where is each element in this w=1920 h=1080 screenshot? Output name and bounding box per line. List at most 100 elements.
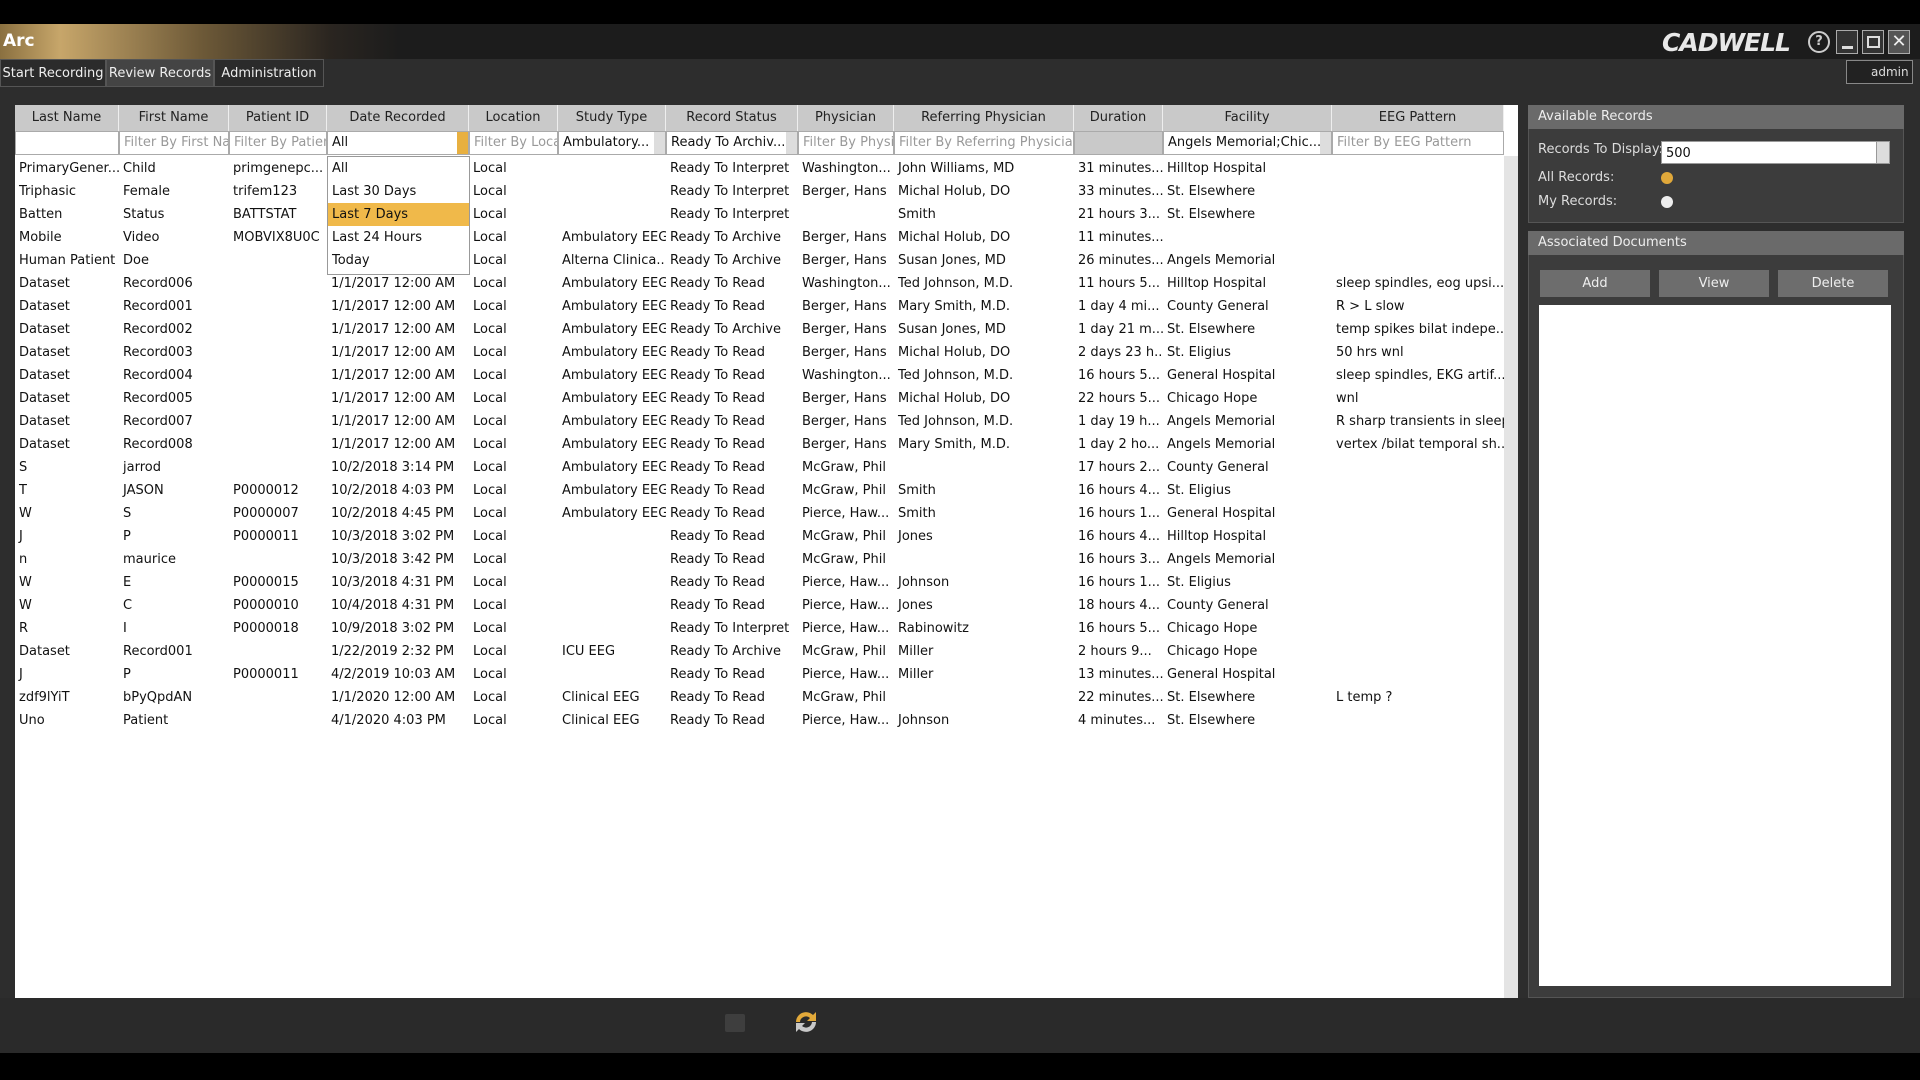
- records-to-display-input[interactable]: 500: [1661, 141, 1887, 164]
- scrollbar[interactable]: [1504, 156, 1518, 998]
- table-cell: Local: [473, 391, 507, 406]
- table-cell: McGraw, Phil: [802, 552, 886, 567]
- table-cell: Ready To Read: [670, 713, 765, 728]
- dropdown-option[interactable]: Last 30 Days: [332, 184, 417, 199]
- table-cell: 18 hours 4...: [1078, 598, 1161, 613]
- table-cell: Local: [473, 667, 507, 682]
- filter-dropdown-arrow[interactable]: [457, 132, 468, 154]
- table-cell: 2 hours 9...: [1078, 644, 1152, 659]
- column-header[interactable]: Referring Physician: [894, 105, 1074, 131]
- filter-dropdown-arrow[interactable]: [786, 132, 797, 154]
- dropdown-option[interactable]: Last 24 Hours: [332, 230, 422, 245]
- column-header[interactable]: Last Name: [15, 105, 119, 131]
- column-header[interactable]: Date Recorded: [327, 105, 469, 131]
- table-cell: General Hospital: [1167, 667, 1276, 682]
- table-cell: Local: [473, 345, 507, 360]
- user-button[interactable]: admin: [1846, 60, 1913, 84]
- table-cell: 22 minutes...: [1078, 690, 1163, 705]
- table-cell: Local: [473, 621, 507, 636]
- table-cell: Dataset: [19, 437, 70, 452]
- document-button[interactable]: Add: [1540, 270, 1650, 297]
- table-cell: zdf9lYiT: [19, 690, 70, 705]
- table-cell: Ready To Interpret: [670, 161, 790, 176]
- table-cell: Susan Jones, MD: [898, 322, 1006, 337]
- tab[interactable]: Review Records: [106, 59, 214, 87]
- column-header[interactable]: EEG Pattern: [1332, 105, 1504, 131]
- minimize-button[interactable]: [1836, 30, 1858, 54]
- table-cell: W: [19, 506, 32, 521]
- dropdown-option[interactable]: Today: [332, 253, 370, 268]
- table-cell: 4/2/2019 10:03 AM: [331, 667, 456, 682]
- table-cell: P0000011: [233, 529, 299, 544]
- dropdown-option[interactable]: Last 7 Days: [328, 203, 469, 226]
- table-cell: Ted Johnson, M.D.: [898, 414, 1014, 429]
- filter-dropdown-arrow[interactable]: [1320, 132, 1331, 154]
- table-cell: Record001: [123, 644, 193, 659]
- import-icon[interactable]: [720, 1008, 750, 1038]
- table-cell: Local: [473, 483, 507, 498]
- table-cell: St. Eligius: [1167, 575, 1231, 590]
- table-cell: Ready To Read: [670, 552, 765, 567]
- column-header[interactable]: Record Status: [666, 105, 798, 131]
- table-cell: 1/1/2017 12:00 AM: [331, 437, 456, 452]
- table-cell: Ready To Interpret: [670, 621, 790, 636]
- column-filter[interactable]: All: [327, 131, 469, 155]
- column-filter[interactable]: Filter By Loca: [469, 131, 558, 155]
- table-cell: Dataset: [19, 345, 70, 360]
- column-header[interactable]: Patient ID: [229, 105, 327, 131]
- table-cell: 10/9/2018 3:02 PM: [331, 621, 455, 636]
- column-filter[interactable]: Filter By First Na: [119, 131, 229, 155]
- display-dropdown-arrow[interactable]: [1876, 141, 1890, 164]
- table-cell: C: [123, 598, 133, 613]
- column-header[interactable]: Facility: [1163, 105, 1332, 131]
- table-cell: P0000007: [233, 506, 299, 521]
- column-filter[interactable]: Ambulatory...: [558, 131, 666, 155]
- maximize-icon: [1867, 36, 1880, 48]
- column-filter[interactable]: Filter By EEG Pattern: [1332, 131, 1504, 155]
- column-filter[interactable]: [1074, 131, 1163, 155]
- table-cell: 10/2/2018 3:14 PM: [331, 460, 455, 475]
- my-records-radio[interactable]: [1661, 196, 1673, 208]
- filter-dropdown-arrow[interactable]: [654, 132, 665, 154]
- top-strip: [0, 0, 1920, 24]
- table-cell: J: [19, 529, 23, 544]
- column-header[interactable]: Physician: [798, 105, 894, 131]
- column-header[interactable]: Duration: [1074, 105, 1163, 131]
- table-cell: Record006: [123, 276, 193, 291]
- column-header[interactable]: Study Type: [558, 105, 666, 131]
- document-button[interactable]: Delete: [1778, 270, 1888, 297]
- table-cell: St. Elsewhere: [1167, 690, 1256, 705]
- bottom-strip: [0, 1053, 1920, 1080]
- column-filter[interactable]: Filter By Patien: [229, 131, 327, 155]
- dropdown-option[interactable]: All: [332, 161, 349, 176]
- table-cell: Local: [473, 598, 507, 613]
- refresh-icon[interactable]: [790, 1006, 822, 1038]
- table-cell: Batten: [19, 207, 63, 222]
- table-cell: Record005: [123, 391, 193, 406]
- column-header[interactable]: First Name: [119, 105, 229, 131]
- close-button[interactable]: ✕: [1888, 30, 1910, 54]
- document-button[interactable]: View: [1659, 270, 1769, 297]
- table-cell: 1/1/2017 12:00 AM: [331, 322, 456, 337]
- table-cell: Dataset: [19, 414, 70, 429]
- column-filter[interactable]: Angels Memorial;Chic...: [1163, 131, 1332, 155]
- tab[interactable]: Administration: [214, 59, 324, 87]
- table-cell: Ambulatory EEG: [562, 299, 666, 314]
- table-cell: Jones: [898, 529, 933, 544]
- maximize-button[interactable]: [1862, 30, 1884, 54]
- column-filter[interactable]: Filter By Physi: [798, 131, 894, 155]
- tab[interactable]: Start Recording: [0, 59, 106, 87]
- table-cell: 16 hours 4...: [1078, 529, 1161, 544]
- table-cell: McGraw, Phil: [802, 529, 886, 544]
- table-cell: Ready To Read: [670, 667, 765, 682]
- column-header[interactable]: Location: [469, 105, 558, 131]
- table-cell: Local: [473, 506, 507, 521]
- column-filter[interactable]: [15, 131, 119, 155]
- all-records-radio[interactable]: [1661, 172, 1673, 184]
- table-cell: Washington...: [802, 161, 891, 176]
- table-cell: Ready To Archive: [670, 230, 781, 245]
- help-button[interactable]: ?: [1808, 31, 1830, 53]
- column-filter[interactable]: Ready To Archiv...: [666, 131, 798, 155]
- column-filter[interactable]: Filter By Referring Physician: [894, 131, 1074, 155]
- table-cell: 11 hours 5...: [1078, 276, 1161, 291]
